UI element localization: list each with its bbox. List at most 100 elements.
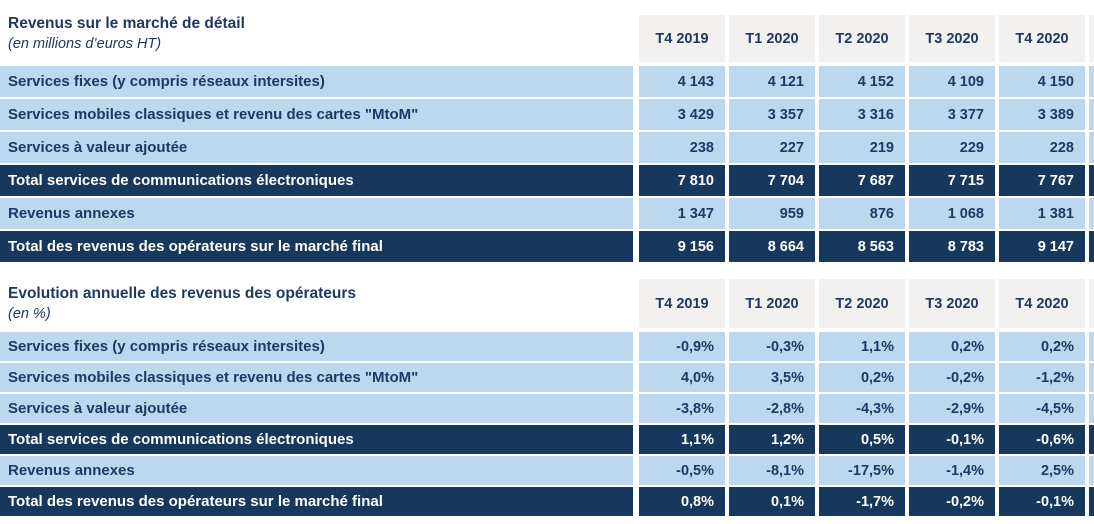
cell-value: 1,2%: [729, 425, 815, 454]
cell-value: 3 357: [729, 99, 815, 130]
cell-value: -0,1%: [909, 425, 995, 454]
column-header-t4-2019: T4 2019: [639, 279, 725, 328]
revenue-table-header-band: Revenus sur le marché de détail (en mill…: [0, 15, 1094, 62]
evolution-table-title-block: Evolution annuelle des revenus des opéra…: [0, 279, 633, 328]
row-label: Total services de communications électro…: [0, 165, 633, 196]
row-label: Total des revenus des opérateurs sur le …: [0, 487, 633, 516]
cell-value: 3 316: [819, 99, 905, 130]
column-header-t2-2020: T2 2020: [819, 279, 905, 328]
column-header-t2-2020: T2 2020: [819, 15, 905, 62]
cell-partial: [1089, 394, 1094, 423]
cell-value: 3 389: [999, 99, 1085, 130]
cell-value: 9 156: [639, 231, 725, 262]
cell-value: 8 563: [819, 231, 905, 262]
cell-value: 4 152: [819, 66, 905, 97]
evolution-table-column-headers: T4 2019 T1 2020 T2 2020 T3 2020 T4 2020: [633, 279, 1094, 328]
cell-value: 0,5%: [819, 425, 905, 454]
cell-value: 7 687: [819, 165, 905, 196]
cell-value: 876: [819, 198, 905, 229]
cell-value: 227: [729, 132, 815, 163]
cell-value: 3,5%: [729, 363, 815, 392]
cell-value: -0,2%: [909, 487, 995, 516]
cell-value: 0,2%: [909, 332, 995, 361]
column-header-t1-2020: T1 2020: [729, 15, 815, 62]
row-label: Services fixes (y compris réseaux inters…: [0, 332, 633, 361]
revenue-table-title: Revenus sur le marché de détail: [8, 15, 245, 32]
cell-value: 1 381: [999, 198, 1085, 229]
row-label: Revenus annexes: [0, 198, 633, 229]
column-header-t3-2020: T3 2020: [909, 279, 995, 328]
evolution-table: Evolution annuelle des revenus des opéra…: [0, 279, 1094, 516]
evolution-table-header-band: Evolution annuelle des revenus des opéra…: [0, 279, 1094, 328]
evolution-table-subtitle: (en %): [8, 306, 51, 322]
table-row-services-valeur-ajoutee: Services à valeur ajoutée -3,8% -2,8% -4…: [0, 394, 1094, 423]
cell-value: 959: [729, 198, 815, 229]
table-row-services-mobiles: Services mobiles classiques et revenu de…: [0, 99, 1094, 130]
cell-value: 8 664: [729, 231, 815, 262]
cell-value: 0,8%: [639, 487, 725, 516]
column-header-partial: [1089, 15, 1094, 62]
cell-value: 238: [639, 132, 725, 163]
row-label: Services mobiles classiques et revenu de…: [0, 99, 633, 130]
cell-value: -0,3%: [729, 332, 815, 361]
cell-value: -3,8%: [639, 394, 725, 423]
revenue-table-subtitle: (en millions d’euros HT): [8, 36, 162, 52]
cell-value: 3 377: [909, 99, 995, 130]
cell-partial: [1089, 165, 1094, 196]
cell-value: -1,2%: [999, 363, 1085, 392]
table-row-total-services: Total services de communications électro…: [0, 425, 1094, 454]
cell-value: 4 109: [909, 66, 995, 97]
table-row-total-services: Total services de communications électro…: [0, 165, 1094, 196]
cell-value: 1 068: [909, 198, 995, 229]
cell-partial: [1089, 456, 1094, 485]
column-header-t4-2020: T4 2020: [999, 15, 1085, 62]
cell-value: 0,2%: [819, 363, 905, 392]
table-row-services-mobiles: Services mobiles classiques et revenu de…: [0, 363, 1094, 392]
cell-value: 4 150: [999, 66, 1085, 97]
cell-value: -0,5%: [639, 456, 725, 485]
row-label: Total des revenus des opérateurs sur le …: [0, 231, 633, 262]
cell-value: 4 143: [639, 66, 725, 97]
cell-value: 229: [909, 132, 995, 163]
cell-partial: [1089, 231, 1094, 262]
cell-partial: [1089, 132, 1094, 163]
cell-value: -0,2%: [909, 363, 995, 392]
cell-value: 1 347: [639, 198, 725, 229]
cell-value: 3 429: [639, 99, 725, 130]
cell-value: 4 121: [729, 66, 815, 97]
cell-value: -0,1%: [999, 487, 1085, 516]
cell-partial: [1089, 363, 1094, 392]
cell-value: 7 704: [729, 165, 815, 196]
cell-value: -0,9%: [639, 332, 725, 361]
table-row-services-valeur-ajoutee: Services à valeur ajoutée 238 227 219 22…: [0, 132, 1094, 163]
row-label: Services mobiles classiques et revenu de…: [0, 363, 633, 392]
cell-partial: [1089, 198, 1094, 229]
cell-value: 7 715: [909, 165, 995, 196]
cell-value: -0,6%: [999, 425, 1085, 454]
cell-partial: [1089, 332, 1094, 361]
cell-value: 1,1%: [819, 332, 905, 361]
revenue-table-column-headers: T4 2019 T1 2020 T2 2020 T3 2020 T4 2020: [633, 15, 1094, 62]
cell-value: -17,5%: [819, 456, 905, 485]
column-header-t4-2020: T4 2020: [999, 279, 1085, 328]
cell-partial: [1089, 99, 1094, 130]
cell-value: -2,8%: [729, 394, 815, 423]
cell-value: 7 767: [999, 165, 1085, 196]
cell-value: 219: [819, 132, 905, 163]
table-row-revenus-annexes: Revenus annexes -0,5% -8,1% -17,5% -1,4%…: [0, 456, 1094, 485]
revenue-table: Revenus sur le marché de détail (en mill…: [0, 15, 1094, 262]
table-row-revenus-annexes: Revenus annexes 1 347 959 876 1 068 1 38…: [0, 198, 1094, 229]
cell-value: 9 147: [999, 231, 1085, 262]
table-row-services-fixes: Services fixes (y compris réseaux inters…: [0, 66, 1094, 97]
row-label: Total services de communications électro…: [0, 425, 633, 454]
cell-value: 7 810: [639, 165, 725, 196]
column-header-partial: [1089, 279, 1094, 328]
cell-value: 0,1%: [729, 487, 815, 516]
revenue-table-title-block: Revenus sur le marché de détail (en mill…: [0, 13, 633, 62]
cell-value: -4,5%: [999, 394, 1085, 423]
cell-value: 2,5%: [999, 456, 1085, 485]
column-header-t1-2020: T1 2020: [729, 279, 815, 328]
cell-value: 1,1%: [639, 425, 725, 454]
row-label: Services à valeur ajoutée: [0, 394, 633, 423]
